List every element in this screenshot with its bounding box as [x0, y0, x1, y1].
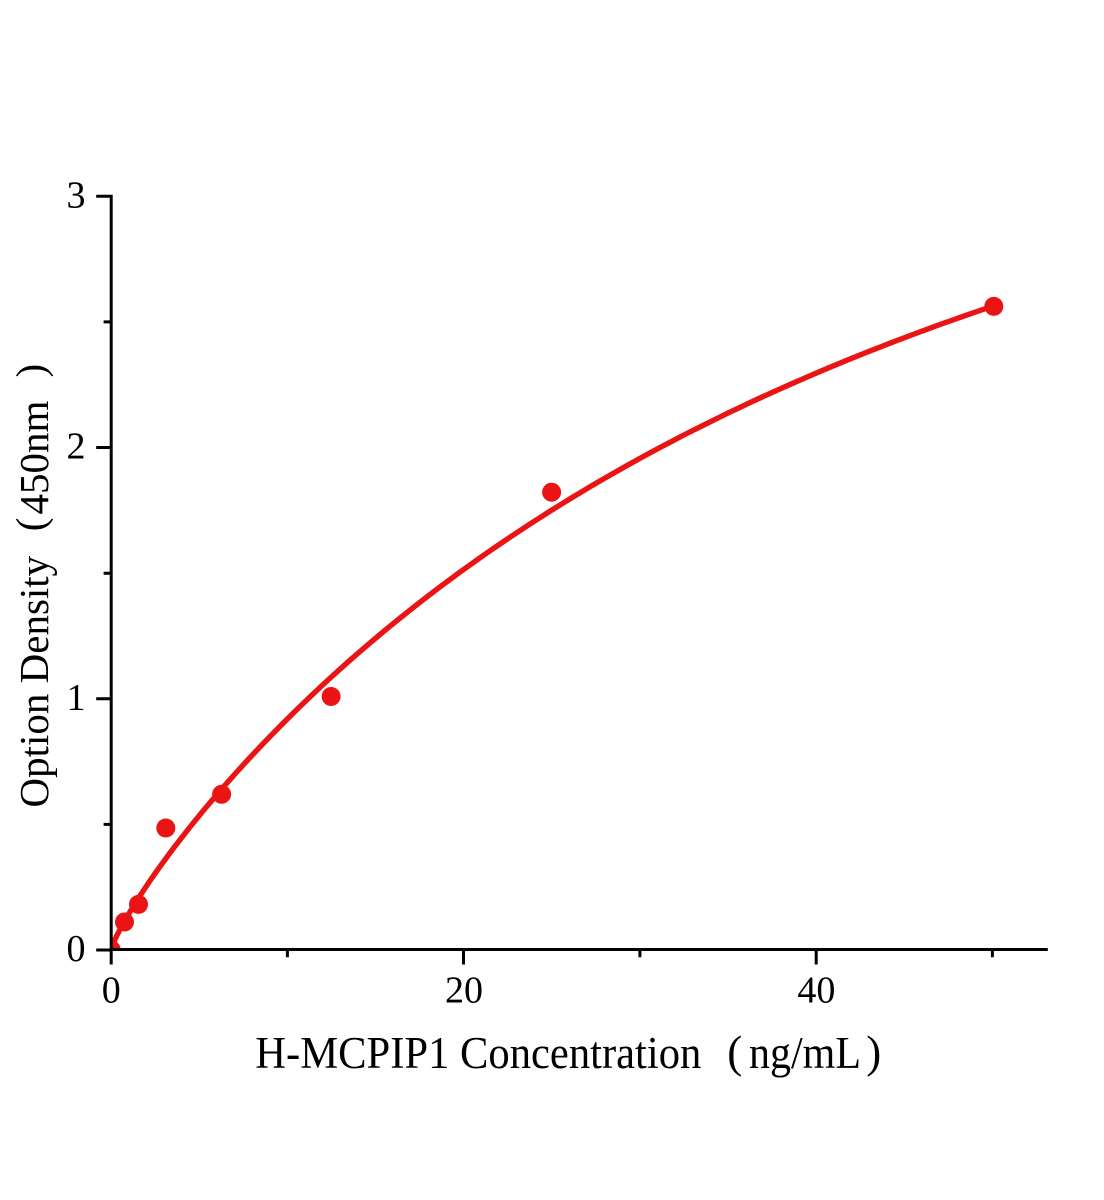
svg-text:ng/mL: ng/mL [749, 1028, 861, 1078]
svg-text:1: 1 [67, 677, 86, 719]
svg-text:H-MCPIP1 Concentration: H-MCPIP1 Concentration [255, 1028, 701, 1078]
svg-text:0: 0 [102, 970, 121, 1012]
svg-text:(: ( [8, 518, 54, 532]
svg-text:2: 2 [67, 426, 86, 468]
svg-text:450nm: 450nm [11, 401, 57, 515]
svg-text:(: ( [727, 1027, 742, 1077]
svg-text:0: 0 [67, 928, 86, 970]
svg-text:): ) [8, 364, 54, 378]
svg-text:3: 3 [67, 174, 86, 216]
svg-text:20: 20 [445, 970, 483, 1012]
svg-text:Option Density: Option Density [11, 555, 57, 807]
svg-text:40: 40 [797, 970, 835, 1012]
svg-text:): ) [866, 1027, 881, 1077]
